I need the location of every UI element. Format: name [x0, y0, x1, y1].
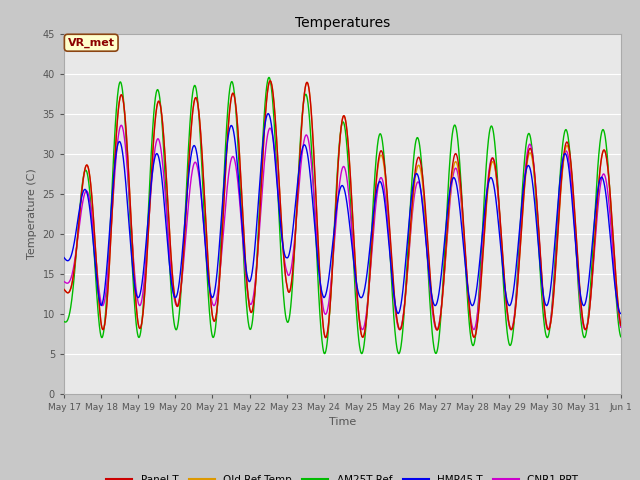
AM25T Ref — [265, 74, 273, 80]
HMP45 T — [264, 111, 272, 117]
Title: Temperatures: Temperatures — [295, 16, 390, 30]
HMP45 T — [316, 280, 324, 286]
Line: CNR1 PRT: CNR1 PRT — [64, 125, 621, 330]
CNR1 PRT — [433, 327, 440, 333]
Old Ref Temp — [266, 78, 274, 84]
HMP45 T — [331, 219, 339, 225]
HMP45 T — [617, 311, 625, 316]
CNR1 PRT — [499, 261, 507, 267]
Panel T — [60, 287, 68, 292]
Panel T — [601, 148, 609, 154]
Line: AM25T Ref: AM25T Ref — [64, 77, 621, 354]
Old Ref Temp — [601, 148, 609, 154]
CNR1 PRT — [602, 174, 609, 180]
AM25T Ref — [331, 210, 339, 216]
Panel T — [322, 335, 330, 340]
AM25T Ref — [88, 223, 96, 229]
CNR1 PRT — [617, 324, 625, 330]
CNR1 PRT — [601, 173, 609, 179]
Old Ref Temp — [316, 282, 324, 288]
CNR1 PRT — [331, 231, 339, 237]
Panel T — [499, 257, 507, 263]
HMP45 T — [601, 185, 609, 191]
Panel T — [617, 323, 625, 328]
AM25T Ref — [602, 134, 609, 140]
AM25T Ref — [316, 317, 324, 323]
Panel T — [88, 201, 96, 206]
Y-axis label: Temperature (C): Temperature (C) — [27, 168, 37, 259]
Old Ref Temp — [60, 287, 68, 292]
Old Ref Temp — [322, 335, 330, 340]
Text: VR_met: VR_met — [68, 37, 115, 48]
AM25T Ref — [395, 351, 403, 357]
Line: HMP45 T: HMP45 T — [64, 114, 621, 313]
CNR1 PRT — [118, 122, 125, 128]
AM25T Ref — [60, 319, 68, 324]
AM25T Ref — [617, 334, 625, 340]
Old Ref Temp — [499, 257, 507, 263]
CNR1 PRT — [88, 218, 96, 224]
HMP45 T — [601, 183, 609, 189]
Panel T — [266, 78, 274, 84]
X-axis label: Time: Time — [329, 417, 356, 427]
HMP45 T — [499, 265, 506, 271]
Line: Old Ref Temp: Old Ref Temp — [64, 81, 621, 337]
CNR1 PRT — [60, 278, 68, 284]
HMP45 T — [88, 230, 96, 236]
AM25T Ref — [499, 273, 507, 279]
Legend: Panel T, Old Ref Temp, AM25T Ref, HMP45 T, CNR1 PRT: Panel T, Old Ref Temp, AM25T Ref, HMP45 … — [102, 471, 582, 480]
CNR1 PRT — [316, 279, 324, 285]
HMP45 T — [60, 255, 68, 261]
Line: Panel T: Panel T — [64, 81, 621, 337]
Old Ref Temp — [617, 323, 625, 328]
Panel T — [602, 149, 609, 155]
Panel T — [332, 212, 339, 217]
Panel T — [316, 282, 324, 288]
Old Ref Temp — [602, 149, 609, 155]
Old Ref Temp — [88, 201, 96, 206]
Old Ref Temp — [332, 212, 339, 217]
AM25T Ref — [601, 132, 609, 138]
